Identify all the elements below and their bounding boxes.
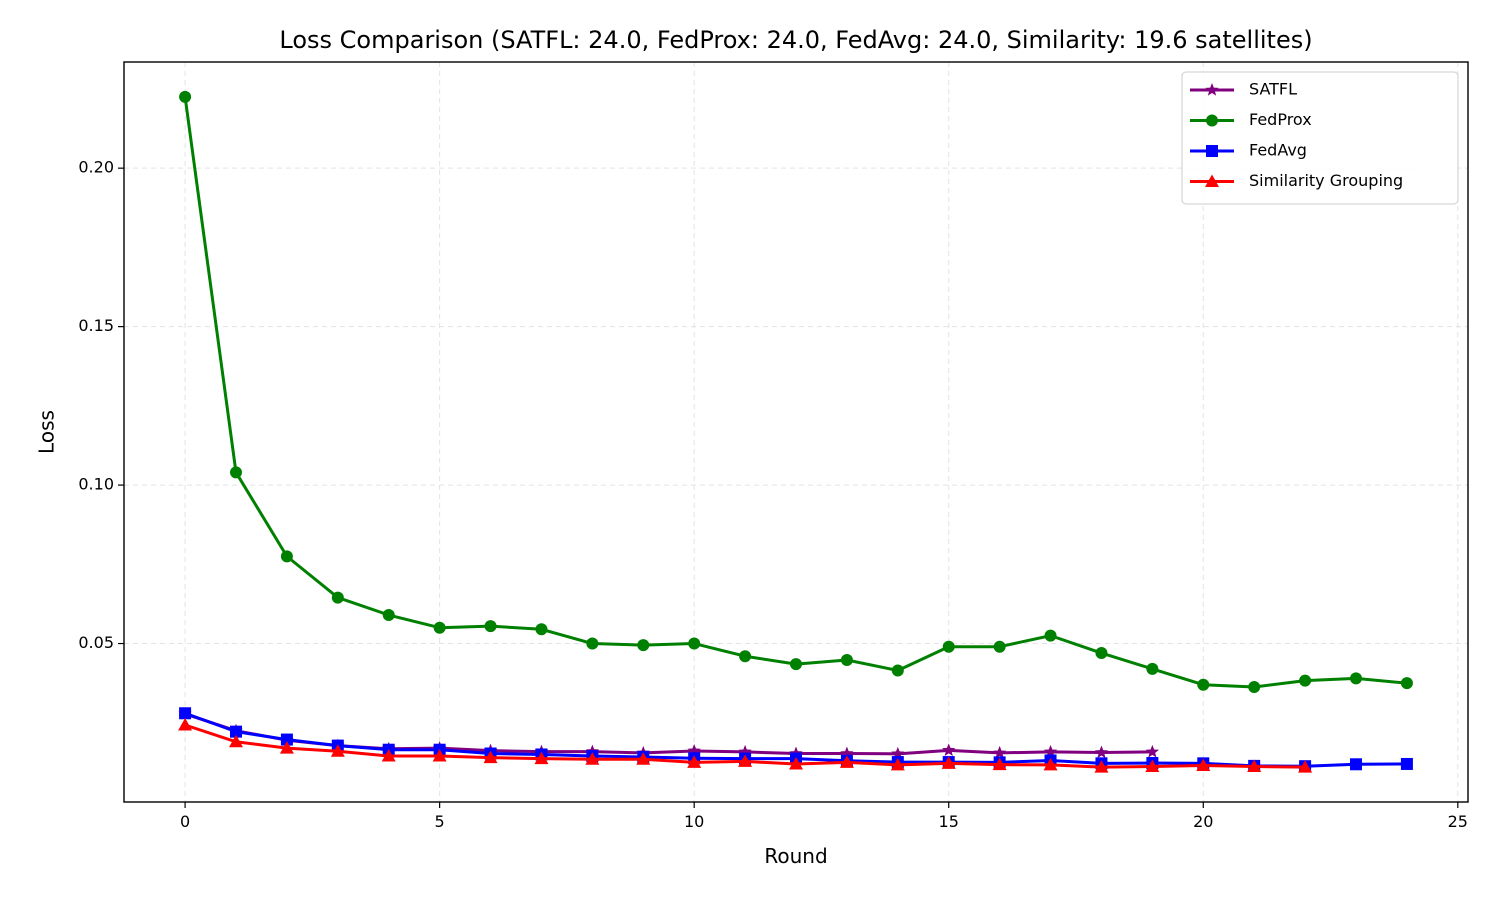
series-fedprox (179, 90, 1413, 693)
data-point-similarity-grouping (1043, 757, 1058, 771)
data-point-similarity-grouping (279, 741, 294, 754)
data-point-similarity-grouping (687, 755, 702, 768)
data-point-fedprox (1197, 678, 1210, 691)
data-point-satfl (942, 743, 956, 757)
data-point-fedprox (790, 658, 802, 671)
data-point-fedprox (1400, 677, 1413, 690)
data-point-similarity-grouping (1094, 760, 1109, 773)
x-tick-label: 25 (1448, 812, 1468, 831)
data-point-similarity-grouping (789, 756, 803, 770)
data-point-satfl (1094, 745, 1109, 759)
data-point-fedavg (179, 707, 192, 720)
legend-label-satfl: SATFL (1249, 80, 1297, 99)
data-point-similarity-grouping (381, 749, 396, 762)
legend-label-fedavg: FedAvg (1249, 141, 1307, 160)
data-point-similarity-grouping (483, 750, 498, 764)
data-point-similarity-grouping (636, 752, 651, 765)
data-point-fedprox (484, 620, 497, 633)
data-point-similarity-grouping (229, 734, 243, 748)
data-point-fedprox (891, 664, 904, 677)
data-point-satfl (992, 745, 1007, 759)
y-axis-title: Loss (35, 410, 59, 454)
data-point-fedprox (1248, 680, 1261, 693)
data-point-fedprox (433, 621, 446, 634)
data-point-fedavg (1350, 758, 1362, 771)
data-point-similarity-grouping (1196, 758, 1211, 772)
data-point-fedprox (382, 609, 395, 622)
data-point-fedavg (1400, 757, 1413, 770)
data-point-similarity-grouping (839, 755, 854, 768)
data-point-similarity-grouping (1145, 759, 1160, 773)
y-tick-label: 0.20 (78, 158, 114, 177)
legend-label-fedprox: FedProx (1249, 110, 1312, 129)
data-point-satfl (1043, 744, 1058, 758)
y-tick-label: 0.15 (78, 316, 114, 335)
x-tick-label: 10 (684, 812, 704, 831)
data-point-similarity-grouping (1247, 759, 1262, 773)
x-tick-label: 0 (180, 812, 190, 831)
data-point-fedprox (637, 639, 650, 652)
data-point-satfl (891, 746, 905, 760)
x-axis-title: Round (764, 844, 827, 868)
series-layer (178, 90, 1413, 773)
data-point-fedprox (1095, 647, 1108, 660)
legend-marker-satfl (1205, 83, 1219, 96)
legend: SATFL FedProx FedAvg Similarity Grouping (1181, 71, 1459, 205)
data-point-similarity-grouping (890, 757, 905, 771)
series-line-satfl (184, 712, 1153, 756)
y-tick-label: 0.05 (78, 633, 114, 652)
data-point-fedprox (1299, 674, 1312, 687)
data-point-fedprox (1146, 662, 1159, 675)
data-point-fedprox (586, 637, 599, 650)
y-tick-label: 0.10 (78, 475, 114, 494)
data-point-similarity-grouping (992, 757, 1007, 771)
data-point-fedprox (739, 650, 752, 663)
data-point-similarity-grouping (941, 756, 956, 769)
legend-marker-similarity-grouping (1205, 174, 1219, 187)
data-point-satfl (687, 743, 701, 757)
legend-marker-fedavg (1206, 145, 1218, 157)
data-point-fedprox (993, 640, 1006, 653)
tick-layer: 0 5 10 15 20 25 0.05 0.10 0.15 0.20 (78, 158, 1468, 831)
data-point-satfl (840, 746, 854, 760)
chart-title: Loss Comparison (SATFL: 24.0, FedProx: 2… (279, 26, 1312, 54)
data-point-fedprox (280, 550, 293, 563)
x-tick-label: 20 (1193, 812, 1213, 831)
data-point-fedprox (840, 654, 853, 667)
data-point-fedavg (230, 725, 242, 738)
data-point-similarity-grouping (585, 752, 600, 765)
plot-frame (123, 61, 1469, 803)
data-point-fedprox (1350, 672, 1362, 685)
data-point-similarity-grouping (330, 744, 345, 757)
data-point-fedprox (688, 637, 701, 650)
data-point-fedavg (280, 733, 293, 746)
data-point-similarity-grouping (178, 717, 193, 731)
data-point-similarity-grouping (738, 754, 753, 767)
series-similarity-grouping (178, 717, 1313, 773)
legend-box (1181, 71, 1459, 205)
x-tick-label: 5 (435, 812, 445, 831)
data-point-fedprox (1044, 629, 1057, 642)
data-point-fedprox (535, 623, 548, 636)
x-tick-label: 15 (939, 812, 959, 831)
legend-label-similarity-grouping: Similarity Grouping (1249, 171, 1403, 190)
data-point-similarity-grouping (432, 749, 447, 762)
data-point-similarity-grouping (534, 751, 549, 765)
legend-marker-fedprox (1206, 114, 1218, 127)
data-point-fedprox (230, 466, 242, 479)
data-point-satfl (738, 744, 752, 758)
data-point-fedprox (942, 640, 955, 653)
data-point-fedprox (331, 591, 344, 604)
data-point-satfl (1145, 744, 1160, 758)
data-point-fedprox (179, 90, 192, 103)
data-point-similarity-grouping (1298, 760, 1313, 773)
